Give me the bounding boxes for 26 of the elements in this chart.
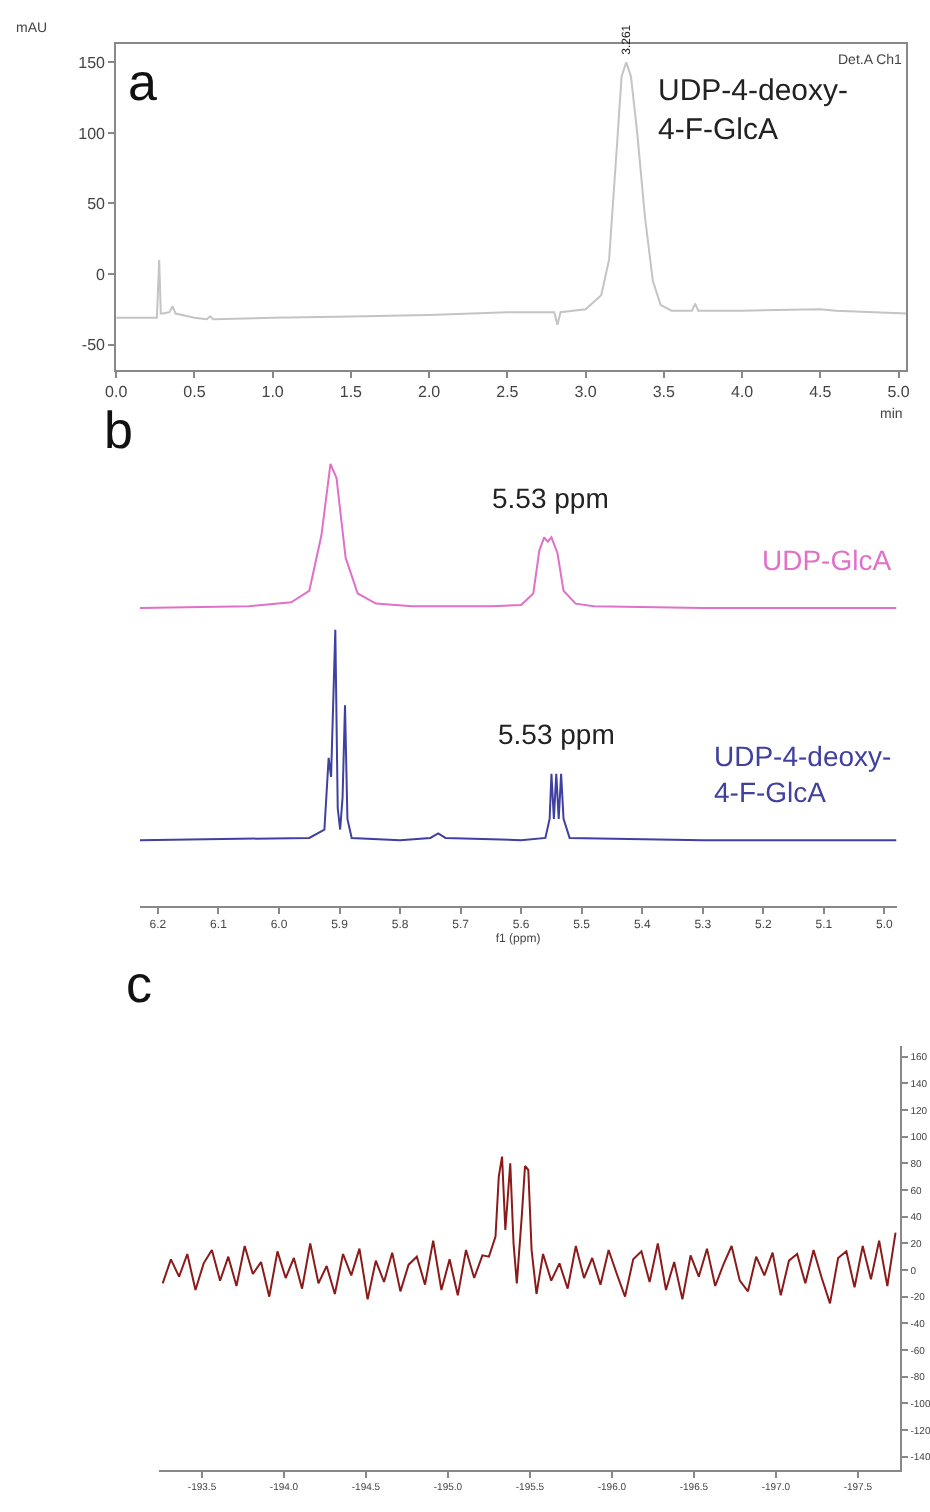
annotation: a <box>128 52 158 112</box>
series-label: UDP-4-deoxy-4-F-GlcA <box>658 74 849 147</box>
y-tick-label: -50 <box>81 336 107 355</box>
series-label: UDP-GlcA <box>762 544 893 576</box>
y-tick-label: 0 <box>96 265 107 284</box>
text: b <box>104 400 133 460</box>
y-tick-label: 50 <box>87 195 107 214</box>
text: c <box>126 954 152 1014</box>
x-tick-label: 4.0 <box>730 383 755 402</box>
line-series <box>161 1155 897 1305</box>
x-tick-label: 0.0 <box>105 383 129 402</box>
x-tick-label: 4.5 <box>809 383 833 402</box>
line-series <box>116 61 907 326</box>
series-label: UDP-4-deoxy-4-F-GlcA <box>714 740 893 809</box>
x-tick-label: 1.0 <box>261 383 285 402</box>
y-tick-label: 150 <box>78 53 107 72</box>
x-tick-label: 3.5 <box>652 383 677 402</box>
x-tick-label: 0.5 <box>183 383 207 402</box>
x-tick-label: 5.0 <box>887 383 911 402</box>
x-tick-label: 2.5 <box>496 383 520 402</box>
annotation: 5.53 ppm <box>498 718 615 750</box>
x-tick-label: 1.5 <box>339 383 364 402</box>
annotation: 5.53 ppm <box>492 482 609 514</box>
y-tick-label: 100 <box>78 124 107 143</box>
x-tick-label: 3.0 <box>574 383 598 402</box>
x-tick-label: 2.0 <box>417 383 442 402</box>
